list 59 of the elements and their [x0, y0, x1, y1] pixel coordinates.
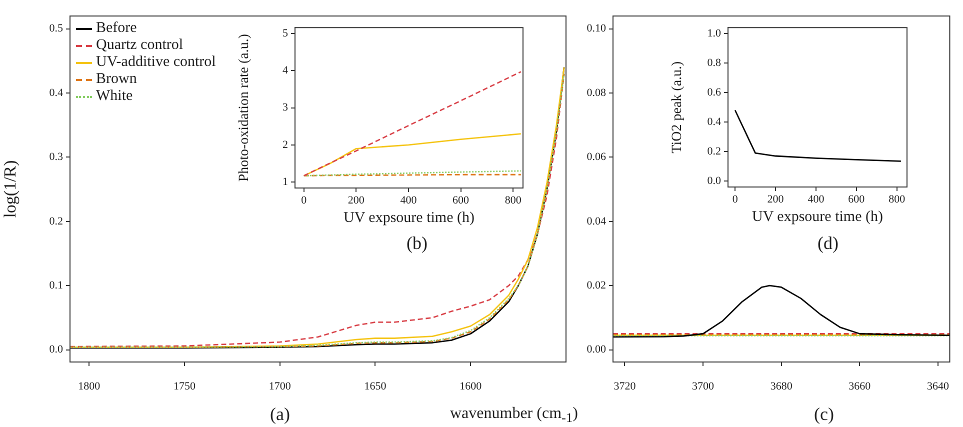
x-tick-label: 800 — [504, 194, 522, 206]
x-tick-label: 0 — [732, 193, 738, 206]
y-tick-label: 0.02 — [586, 280, 606, 292]
legend-label: Quartz control — [96, 37, 184, 54]
y-tick-label: 0.08 — [586, 86, 606, 99]
y-tick-label: 0.4 — [707, 116, 722, 128]
x-tick-label: 1750 — [173, 380, 196, 392]
y-axis-title: Photo-oxidation rate (a.u.) — [237, 34, 252, 182]
x-tick-label: 3700 — [692, 380, 715, 392]
annotation: (d) — [816, 232, 840, 254]
y-tick-label: 2 — [282, 138, 288, 151]
x-tick-label: 0 — [301, 194, 308, 206]
y-tick-label: 0.10 — [586, 22, 606, 35]
x-tick-label: 600 — [848, 193, 866, 206]
y-tick-label: 1.0 — [707, 27, 722, 40]
y-tick-label: 0.6 — [707, 86, 722, 98]
x-tick-label: 800 — [888, 193, 906, 206]
y-tick-label: 3 — [282, 102, 288, 114]
y-tick-label: 0.0 — [707, 174, 722, 187]
y-tick-label: 0.3 — [49, 151, 64, 164]
y-tick-label: 1 — [282, 176, 288, 188]
y-tick-label: 0.1 — [49, 280, 63, 292]
legend-label: Before — [96, 20, 137, 37]
x-tick-label: 3680 — [770, 380, 793, 392]
x-tick-label: 1700 — [268, 380, 292, 392]
text: (a) — [269, 403, 291, 425]
x-tick-label: 600 — [452, 194, 470, 206]
annotation: (b) — [406, 232, 428, 254]
y-tick-label: 0.0 — [49, 344, 64, 356]
x-axis-title: UV expsoure time (h) — [752, 208, 883, 225]
y-tick-label: 0.8 — [707, 56, 722, 69]
y-axis-title: log(1/R) — [0, 160, 20, 218]
y-tick-label: 0.4 — [49, 86, 64, 99]
y-axis-title: TiO2 peak (a.u.) — [670, 60, 686, 154]
y-tick-label: 5 — [282, 27, 288, 40]
y-tick-label: 0.2 — [707, 145, 721, 158]
x-tick-label: 200 — [767, 193, 784, 206]
y-tick-label: 0.00 — [586, 344, 606, 356]
x-axis-title: UV expsoure time (h) — [344, 210, 474, 226]
x-tick-label: 200 — [348, 194, 365, 206]
x-tick-label: 1600 — [460, 380, 482, 392]
x-tick-label: 400 — [808, 193, 825, 206]
x-tick-label: 3640 — [927, 380, 950, 392]
y-tick-label: 0.2 — [49, 215, 63, 228]
text: (c) — [813, 403, 835, 425]
x-axis-title: wavenumber (cm$_{-1}$) — [450, 405, 578, 427]
y-tick-label: 4 — [282, 64, 288, 77]
y-tick-label: 0.5 — [49, 22, 64, 35]
x-tick-label: 3720 — [614, 380, 636, 392]
x-tick-label: 1650 — [364, 380, 387, 392]
y-tick-label: 0.04 — [586, 215, 606, 228]
y-tick-label: 0.06 — [586, 151, 606, 164]
x-tick-label: 1800 — [78, 380, 101, 392]
legend-label: UV-additive control — [96, 54, 216, 71]
line-series — [303, 71, 522, 176]
legend-label: White — [96, 88, 133, 105]
x-tick-label: 3660 — [848, 380, 872, 392]
x-tick-label: 400 — [400, 194, 418, 206]
legend-label: Brown — [96, 71, 137, 88]
